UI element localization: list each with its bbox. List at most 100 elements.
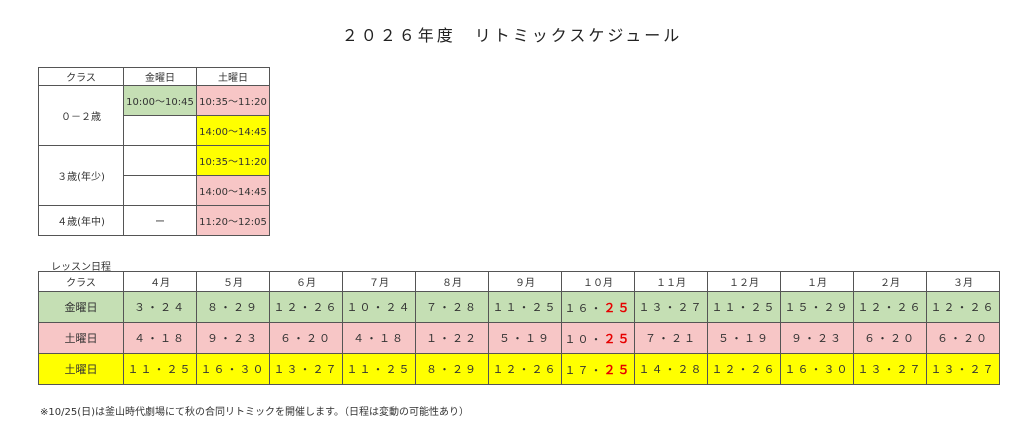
lesson-dates: １２・２６ — [269, 291, 343, 323]
dates-text: １５・２９ — [784, 301, 850, 314]
day-label: 土曜日 — [38, 322, 124, 354]
dates-text: １３・２７ — [930, 363, 996, 376]
saturday-time: 14:00〜14:45 — [196, 175, 270, 206]
lesson-dates: １３・２７ — [634, 291, 708, 323]
lesson-dates: １２・２６ — [707, 353, 781, 385]
dates-text: １１・２５ — [127, 363, 193, 376]
dates-text: １６・ — [564, 301, 604, 315]
dates-text: １０・２４ — [346, 301, 412, 314]
highlighted-date: ２５ — [603, 300, 632, 315]
lesson-schedule-table: クラス ４月 ５月 ６月 ７月 ８月 ９月 １０月 １１月 １２月 １月 ２月 ３月 金曜日 ３・２４ ８… — [38, 271, 1000, 385]
table-row: ３歳(年少) 10:35〜11:20 — [38, 145, 270, 206]
dates-text: ９・２３ — [791, 332, 843, 345]
friday-time: 10:00〜10:45 — [123, 85, 197, 116]
dates-text: １４・２８ — [638, 363, 704, 376]
class-label: ３歳(年少) — [38, 145, 124, 206]
month-header: ５月 — [196, 271, 270, 292]
dates-text: １２・２６ — [930, 301, 996, 314]
lesson-dates: １１・２５ — [123, 353, 197, 385]
lesson-dates: １２・２６ — [853, 291, 927, 323]
highlighted-date: ２５ — [603, 331, 632, 346]
dates-text: ３・２４ — [134, 301, 186, 314]
dates-text: １７・ — [564, 363, 604, 377]
month-header: ９月 — [488, 271, 562, 292]
dates-text: １６・３０ — [200, 363, 266, 376]
dates-text: １２・２６ — [492, 363, 558, 376]
dates-text: ５・１９ — [499, 332, 551, 345]
lesson-dates: ６・２０ — [269, 322, 343, 354]
dates-text: ９・２３ — [207, 332, 259, 345]
lesson-dates: １２・２６ — [926, 291, 1000, 323]
table-row: ４歳(年中) ー 11:20〜12:05 — [38, 205, 270, 236]
saturday-time: 11:20〜12:05 — [196, 205, 270, 236]
dates-text: １１・２５ — [492, 301, 558, 314]
lesson-dates: ８・２９ — [415, 353, 489, 385]
table-row: 14:00〜14:45 — [39, 175, 270, 206]
lesson-dates: １０・２５ — [561, 322, 635, 354]
table-row: 土曜日 １１・２５ １６・３０ １３・２７ １１・２５ ８・２９ １２・２６ １７・２５ １４・… — [38, 353, 1000, 385]
month-header: ７月 — [342, 271, 416, 292]
lesson-dates: １２・２６ — [488, 353, 562, 385]
dates-text: ６・２０ — [864, 332, 916, 345]
header-saturday: 土曜日 — [196, 67, 270, 86]
lesson-dates: １１・２５ — [488, 291, 562, 323]
dates-text: ７・２８ — [426, 301, 478, 314]
dates-text: ４・１８ — [134, 332, 186, 345]
dates-text: ７・２１ — [645, 332, 697, 345]
lesson-dates: １３・２７ — [269, 353, 343, 385]
dates-text: １３・２７ — [638, 301, 704, 314]
friday-time — [123, 175, 197, 206]
lesson-dates: ４・１８ — [342, 322, 416, 354]
dates-text: ６・２０ — [937, 332, 989, 345]
dates-text: １１・２５ — [346, 363, 412, 376]
dates-text: ４・１８ — [353, 332, 405, 345]
month-header: ２月 — [853, 271, 927, 292]
month-header: ４月 — [123, 271, 197, 292]
lesson-dates: １６・３０ — [780, 353, 854, 385]
saturday-time: 10:35〜11:20 — [196, 85, 270, 116]
month-header: ３月 — [926, 271, 1000, 292]
lesson-dates: ４・１８ — [123, 322, 197, 354]
dates-text: ８・２９ — [426, 363, 478, 376]
dates-text: １３・２７ — [273, 363, 339, 376]
dates-text: ５・１９ — [718, 332, 770, 345]
dates-text: １２・２６ — [711, 363, 777, 376]
dates-text: ８・２９ — [207, 301, 259, 314]
lesson-dates: ５・１９ — [707, 322, 781, 354]
table-header-row: クラス ４月 ５月 ６月 ７月 ８月 ９月 １０月 １１月 １２月 １月 ２月 ３月 — [38, 271, 1000, 292]
lesson-dates: １７・２５ — [561, 353, 635, 385]
table-row: 金曜日 ３・２４ ８・２９ １２・２６ １０・２４ ７・２８ １１・２５ １６・２５ １３・２７… — [38, 291, 1000, 323]
saturday-time: 14:00〜14:45 — [196, 115, 270, 146]
lesson-dates: ９・２３ — [780, 322, 854, 354]
highlighted-date: ２５ — [603, 362, 632, 377]
lesson-dates: ６・２０ — [926, 322, 1000, 354]
month-header: １０月 — [561, 271, 635, 292]
month-header: ６月 — [269, 271, 343, 292]
table-row: 土曜日 ４・１８ ９・２３ ６・２０ ４・１８ １・２２ ５・１９ １０・２５ ７・２１ ５・１９… — [38, 322, 1000, 354]
table-header-row: クラス 金曜日 土曜日 — [38, 67, 270, 86]
lesson-dates: ８・２９ — [196, 291, 270, 323]
day-label: 金曜日 — [38, 291, 124, 323]
table-row: ０－２歳 10:00〜10:45 10:35〜11:20 — [38, 85, 270, 146]
dates-text: １２・２６ — [273, 301, 339, 314]
lesson-dates: ７・２１ — [634, 322, 708, 354]
class-label: ０－２歳 — [38, 85, 124, 146]
lesson-dates: ７・２８ — [415, 291, 489, 323]
lesson-dates: １５・２９ — [780, 291, 854, 323]
lesson-dates: ３・２４ — [123, 291, 197, 323]
table-row: 14:00〜14:45 — [39, 115, 270, 146]
lesson-dates: １・２２ — [415, 322, 489, 354]
lesson-dates: ６・２０ — [853, 322, 927, 354]
lesson-dates: １６・２５ — [561, 291, 635, 323]
friday-time — [123, 115, 197, 146]
month-header: １１月 — [634, 271, 708, 292]
dates-text: １３・２７ — [857, 363, 923, 376]
dates-text: １０・ — [564, 332, 604, 346]
page-title: ２０２６年度 リトミックスケジュール — [341, 26, 683, 45]
month-header: ８月 — [415, 271, 489, 292]
dates-text: １２・２６ — [857, 301, 923, 314]
class-label: ４歳(年中) — [38, 205, 124, 236]
lesson-dates: １３・２７ — [926, 353, 1000, 385]
header-class: クラス — [38, 271, 124, 292]
header-class: クラス — [38, 67, 124, 86]
